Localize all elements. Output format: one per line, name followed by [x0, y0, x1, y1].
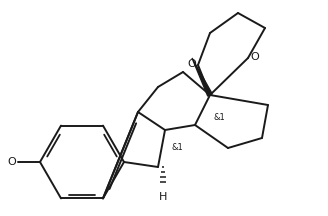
Polygon shape — [192, 58, 212, 96]
Text: O: O — [250, 52, 259, 62]
Text: H: H — [159, 192, 167, 202]
Text: &1: &1 — [214, 113, 226, 122]
Text: O: O — [7, 157, 16, 167]
Text: O: O — [187, 59, 196, 69]
Text: &1: &1 — [172, 143, 184, 152]
